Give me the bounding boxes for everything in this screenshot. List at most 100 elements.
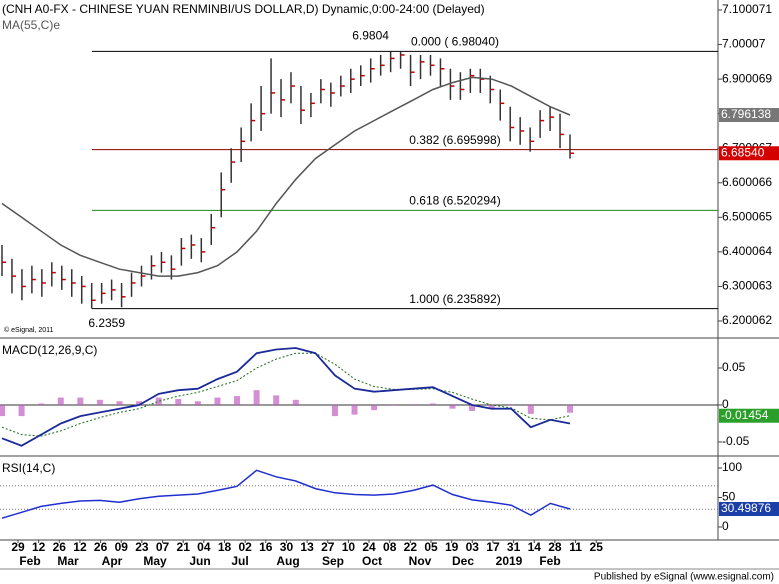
month-label: Jul	[231, 554, 248, 568]
month-label: Feb	[539, 554, 560, 568]
macd-line	[1, 347, 571, 447]
y-tick-label: 7.00007	[722, 37, 766, 51]
x-tick-label: 08	[383, 540, 397, 554]
histogram-bar	[253, 390, 260, 405]
value-tag-label: 30.49876	[721, 501, 771, 515]
y-tick-label: 50	[722, 490, 736, 504]
histogram-bar	[38, 403, 45, 405]
month-label: Dec	[452, 554, 474, 568]
fib-label: 0.000 ( 6.98040)	[411, 35, 499, 49]
y-tick-label: 6.200062	[722, 313, 772, 327]
signal-line	[1, 352, 571, 437]
value-tag	[719, 108, 779, 123]
histogram-bar	[96, 399, 103, 405]
x-tick-label: 04	[197, 540, 211, 554]
histogram-bar	[449, 404, 456, 409]
y-tick-label: 100	[722, 460, 742, 474]
value-tag-label: 6.68540	[721, 145, 765, 159]
frame	[0, 0, 779, 570]
x-tick-label: 30	[280, 540, 294, 554]
y-tick-label: 0	[722, 397, 729, 411]
histogram-bar	[175, 399, 182, 405]
x-tick-label: 10	[342, 540, 356, 554]
x-tick-label: 12	[73, 540, 87, 554]
x-tick-label: 26	[53, 540, 67, 554]
histogram-bar	[18, 404, 25, 417]
histogram-bar	[469, 404, 476, 411]
value-tag	[719, 408, 779, 423]
ma-line	[1, 76, 571, 277]
rsi-title: RSI(14,C)	[2, 461, 55, 475]
x-tick-label: 28	[548, 540, 562, 554]
x-tick-label: 18	[218, 540, 232, 554]
x-tick-label: 12	[32, 540, 46, 554]
histogram-bar	[371, 404, 378, 411]
month-label: Apr	[102, 554, 123, 568]
histogram-bar	[116, 401, 123, 405]
x-tick-label: 21	[177, 540, 191, 554]
x-tick-label: 23	[135, 540, 149, 554]
month-label: Mar	[57, 554, 79, 568]
chart-title: (CNH A0-FX - CHINESE YUAN RENMINBI/US DO…	[2, 2, 485, 16]
y-tick-label: 0.05	[722, 360, 746, 374]
y-tick-label: 7.100071	[722, 2, 772, 16]
histogram-bar	[410, 404, 417, 405]
high-annotation: 6.9804	[352, 29, 389, 43]
histogram-bar	[567, 404, 573, 413]
y-tick-label: 6.400064	[722, 244, 772, 258]
x-tick-label: 11	[569, 540, 582, 554]
x-tick-label: 29	[11, 540, 25, 554]
x-tick-label: 27	[321, 540, 335, 554]
histogram-bar	[136, 401, 143, 405]
histogram-bar	[331, 404, 338, 417]
fib-label: 0.382 (6.695998)	[409, 133, 500, 147]
x-tick-label: 07	[156, 540, 170, 554]
low-annotation: 6.2359	[88, 316, 125, 330]
month-label: Oct	[362, 554, 382, 568]
x-tick-label: 02	[238, 540, 252, 554]
month-label: Jun	[189, 554, 210, 568]
y-tick-label: 0	[722, 519, 729, 533]
month-label: Feb	[19, 554, 40, 568]
x-tick-label: 16	[259, 540, 273, 554]
y-tick-label: 6.300063	[722, 279, 772, 293]
month-label: 2019	[496, 554, 523, 568]
x-tick-label: 17	[486, 540, 500, 554]
histogram-bar	[234, 396, 241, 405]
histogram-bar	[155, 397, 162, 405]
value-tag-label: 6.796138	[721, 107, 771, 121]
x-tick-label: 25	[590, 540, 604, 554]
histogram-bar	[292, 399, 299, 405]
histogram-bar	[214, 397, 221, 405]
x-tick-label: 19	[445, 540, 459, 554]
credit: © eSignal, 2011	[4, 326, 54, 334]
histogram-bar	[351, 404, 358, 415]
histogram-bar	[508, 404, 515, 406]
histogram-bar	[527, 404, 534, 414]
y-tick-label: -0.05	[722, 434, 750, 448]
histogram-bar	[429, 403, 436, 405]
macd-title: MACD(12,26,9,C)	[2, 343, 97, 357]
value-tag	[719, 502, 779, 517]
fib-label: 0.618 (6.520294)	[409, 193, 500, 207]
histogram-bar	[194, 401, 201, 405]
y-tick-label: 6.500065	[722, 209, 772, 223]
fib-label: 1.000 (6.235892)	[409, 292, 500, 306]
value-tag	[719, 146, 779, 161]
x-tick-label: 09	[115, 540, 129, 554]
x-tick-label: 24	[362, 540, 376, 554]
ma-legend: MA(55,C)e	[2, 18, 60, 32]
month-label: Sep	[322, 554, 344, 568]
x-tick-label: 13	[300, 540, 314, 554]
histogram-bar	[57, 397, 64, 405]
histogram-bar	[0, 404, 5, 417]
x-tick-label: 31	[507, 540, 521, 554]
x-tick-label: 03	[466, 540, 480, 554]
y-tick-label: 6.900069	[722, 71, 772, 85]
x-tick-label: 14	[528, 540, 542, 554]
month-label: Nov	[409, 554, 432, 568]
x-tick-label: 26	[94, 540, 108, 554]
x-tick-label: 05	[424, 540, 438, 554]
value-tag-label: -0.01454	[721, 408, 769, 422]
